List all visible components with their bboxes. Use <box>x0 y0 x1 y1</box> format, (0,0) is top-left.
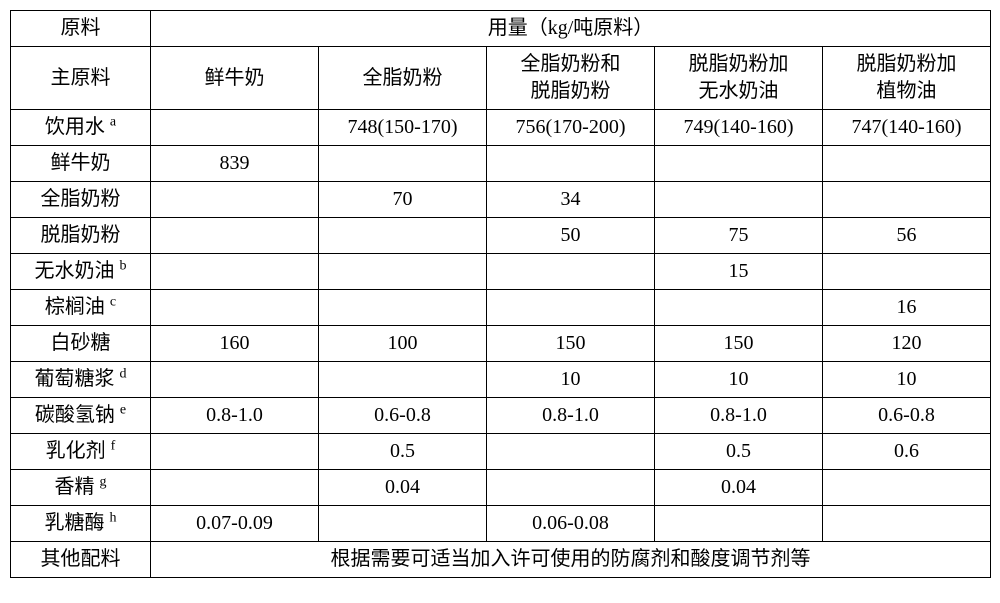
header-main-ingredient: 主原料 <box>11 47 151 110</box>
cell <box>319 218 487 254</box>
cell: 839 <box>151 146 319 182</box>
cell <box>823 182 991 218</box>
cell: 56 <box>823 218 991 254</box>
row-label: 饮用水 a <box>11 110 151 146</box>
cell <box>655 506 823 542</box>
cell: 0.5 <box>655 434 823 470</box>
cell <box>655 182 823 218</box>
cell: 150 <box>487 326 655 362</box>
cell <box>151 254 319 290</box>
row-label: 鲜牛奶 <box>11 146 151 182</box>
cell <box>655 146 823 182</box>
header-row-1: 原料 用量（kg/吨原料） <box>11 11 991 47</box>
row-label: 无水奶油 b <box>11 254 151 290</box>
cell: 75 <box>655 218 823 254</box>
cell <box>487 254 655 290</box>
row-label: 棕榈油 c <box>11 290 151 326</box>
footer-text: 根据需要可适当加入许可使用的防腐剂和酸度调节剂等 <box>151 542 991 578</box>
header-usage: 用量（kg/吨原料） <box>151 11 991 47</box>
cell: 100 <box>319 326 487 362</box>
cell <box>151 434 319 470</box>
table-row: 白砂糖160100150150120 <box>11 326 991 362</box>
footer-label: 其他配料 <box>11 542 151 578</box>
cell: 10 <box>655 362 823 398</box>
cell: 15 <box>655 254 823 290</box>
cell <box>487 434 655 470</box>
cell: 0.8-1.0 <box>151 398 319 434</box>
cell: 749(140-160) <box>655 110 823 146</box>
cell: 10 <box>823 362 991 398</box>
footer-row: 其他配料根据需要可适当加入许可使用的防腐剂和酸度调节剂等 <box>11 542 991 578</box>
header-row-2: 主原料 鲜牛奶 全脂奶粉 全脂奶粉和脱脂奶粉 脱脂奶粉加无水奶油 脱脂奶粉加植物… <box>11 47 991 110</box>
cell: 150 <box>655 326 823 362</box>
cell: 70 <box>319 182 487 218</box>
variant-4: 脱脂奶粉加植物油 <box>823 47 991 110</box>
row-label: 脱脂奶粉 <box>11 218 151 254</box>
cell: 16 <box>823 290 991 326</box>
cell <box>319 290 487 326</box>
cell: 50 <box>487 218 655 254</box>
cell: 0.6 <box>823 434 991 470</box>
row-label: 碳酸氢钠 e <box>11 398 151 434</box>
table-row: 碳酸氢钠 e0.8-1.00.6-0.80.8-1.00.8-1.00.6-0.… <box>11 398 991 434</box>
row-label: 乳化剂 f <box>11 434 151 470</box>
cell <box>487 470 655 506</box>
cell <box>319 506 487 542</box>
row-label: 葡萄糖浆 d <box>11 362 151 398</box>
table-row: 鲜牛奶839 <box>11 146 991 182</box>
cell <box>655 290 823 326</box>
cell <box>487 290 655 326</box>
cell <box>319 146 487 182</box>
cell: 0.8-1.0 <box>655 398 823 434</box>
row-label: 白砂糖 <box>11 326 151 362</box>
cell <box>823 506 991 542</box>
cell: 0.6-0.8 <box>319 398 487 434</box>
cell <box>151 218 319 254</box>
table-row: 棕榈油 c 16 <box>11 290 991 326</box>
table-row: 葡萄糖浆 d101010 <box>11 362 991 398</box>
cell <box>151 290 319 326</box>
variant-1: 全脂奶粉 <box>319 47 487 110</box>
variant-0: 鲜牛奶 <box>151 47 319 110</box>
cell <box>151 182 319 218</box>
cell: 0.07-0.09 <box>151 506 319 542</box>
cell <box>823 146 991 182</box>
cell: 0.8-1.0 <box>487 398 655 434</box>
cell: 10 <box>487 362 655 398</box>
row-label: 香精 g <box>11 470 151 506</box>
variant-3: 脱脂奶粉加无水奶油 <box>655 47 823 110</box>
table-row: 乳化剂 f0.50.50.6 <box>11 434 991 470</box>
table-row: 饮用水 a 748(150-170)756(170-200)749(140-160… <box>11 110 991 146</box>
table-row: 乳糖酶 h0.07-0.09 0.06-0.08 <box>11 506 991 542</box>
cell <box>823 254 991 290</box>
table-row: 无水奶油 b 15 <box>11 254 991 290</box>
cell: 34 <box>487 182 655 218</box>
cell <box>319 254 487 290</box>
cell <box>151 470 319 506</box>
cell: 0.6-0.8 <box>823 398 991 434</box>
cell <box>151 362 319 398</box>
cell <box>151 110 319 146</box>
cell: 0.04 <box>655 470 823 506</box>
cell <box>823 470 991 506</box>
cell <box>487 146 655 182</box>
cell: 748(150-170) <box>319 110 487 146</box>
cell: 0.06-0.08 <box>487 506 655 542</box>
table-row: 脱脂奶粉 507556 <box>11 218 991 254</box>
cell: 160 <box>151 326 319 362</box>
cell: 756(170-200) <box>487 110 655 146</box>
row-label: 乳糖酶 h <box>11 506 151 542</box>
row-label: 全脂奶粉 <box>11 182 151 218</box>
table-body: 原料 用量（kg/吨原料） 主原料 鲜牛奶 全脂奶粉 全脂奶粉和脱脂奶粉 脱脂奶… <box>11 11 991 578</box>
cell <box>319 362 487 398</box>
cell: 0.5 <box>319 434 487 470</box>
table-row: 全脂奶粉 7034 <box>11 182 991 218</box>
cell: 120 <box>823 326 991 362</box>
variant-2: 全脂奶粉和脱脂奶粉 <box>487 47 655 110</box>
cell: 747(140-160) <box>823 110 991 146</box>
ingredients-table: 原料 用量（kg/吨原料） 主原料 鲜牛奶 全脂奶粉 全脂奶粉和脱脂奶粉 脱脂奶… <box>10 10 991 578</box>
header-ingredient: 原料 <box>11 11 151 47</box>
table-row: 香精 g 0.04 0.04 <box>11 470 991 506</box>
cell: 0.04 <box>319 470 487 506</box>
